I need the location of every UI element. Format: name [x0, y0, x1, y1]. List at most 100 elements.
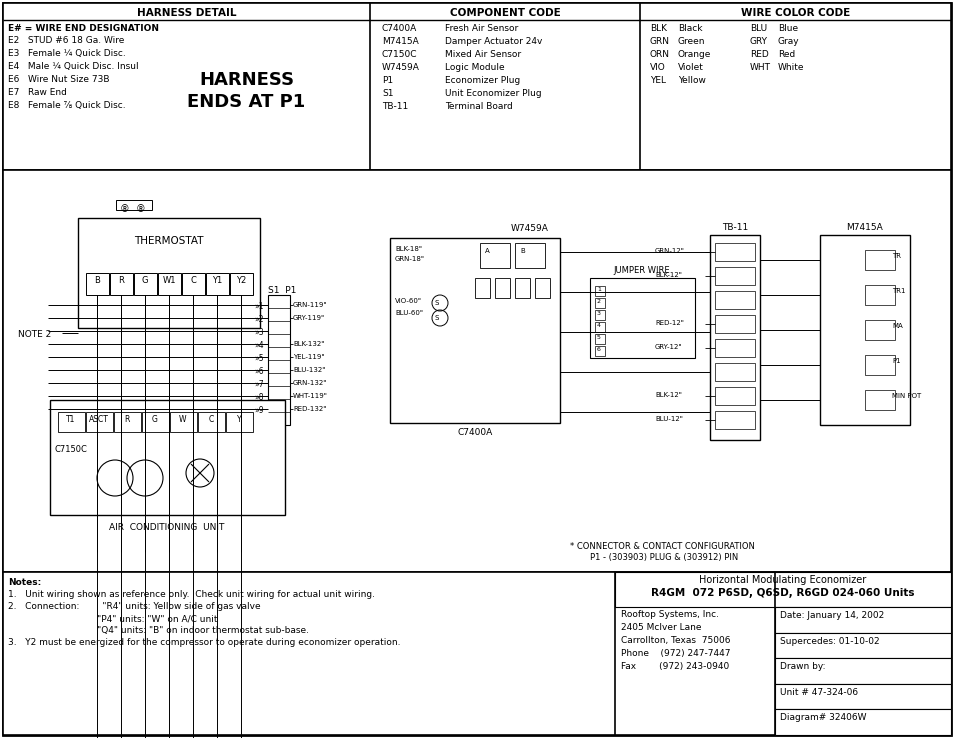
Bar: [86, 412, 112, 432]
Bar: [774, 684, 950, 709]
Text: S: S: [435, 300, 438, 306]
Bar: [226, 412, 253, 432]
Bar: [820, 235, 909, 425]
Text: GRY: GRY: [749, 37, 767, 46]
Bar: [206, 273, 229, 295]
Text: AIR  CONDITIONING  UNIT: AIR CONDITIONING UNIT: [110, 523, 225, 532]
Text: NOTE 2: NOTE 2: [18, 330, 51, 339]
Bar: [774, 607, 950, 632]
Bar: [595, 310, 604, 320]
Bar: [864, 250, 894, 270]
Text: Diagram# 32406W: Diagram# 32406W: [780, 714, 865, 723]
Text: T1: T1: [67, 415, 75, 424]
Text: GRY-119": GRY-119": [293, 315, 325, 321]
Text: R: R: [118, 276, 124, 285]
Text: G: G: [152, 415, 158, 424]
Bar: [714, 243, 754, 261]
Bar: [515, 278, 530, 298]
Text: »9: »9: [253, 406, 263, 415]
Text: »8: »8: [253, 393, 263, 402]
Text: RED-132": RED-132": [293, 406, 326, 412]
Text: Rooftop Systems, Inc.: Rooftop Systems, Inc.: [620, 610, 719, 619]
Text: »1: »1: [253, 302, 263, 311]
Bar: [475, 278, 490, 298]
Text: »6: »6: [253, 367, 263, 376]
Text: White: White: [778, 63, 803, 72]
Text: M7415A: M7415A: [381, 37, 418, 46]
Text: Supercedes: 01-10-02: Supercedes: 01-10-02: [780, 637, 879, 646]
Text: YEL-119": YEL-119": [293, 354, 324, 360]
Text: BLU-132": BLU-132": [293, 367, 325, 373]
Text: »7: »7: [253, 380, 263, 389]
Bar: [3, 170, 950, 572]
Text: BLU-12": BLU-12": [655, 416, 682, 422]
Text: M7415A: M7415A: [845, 223, 882, 232]
Bar: [595, 322, 604, 332]
Bar: [595, 346, 604, 356]
Bar: [268, 295, 290, 425]
Bar: [58, 412, 85, 432]
Text: E4   Male ¼ Quick Disc. Insul: E4 Male ¼ Quick Disc. Insul: [8, 62, 138, 71]
Text: WHT: WHT: [749, 63, 770, 72]
Bar: [158, 273, 181, 295]
Text: Terminal Board: Terminal Board: [444, 102, 512, 111]
Text: GRY-12": GRY-12": [655, 344, 681, 350]
Text: GRN-119": GRN-119": [293, 302, 327, 308]
Text: Date: January 14, 2002: Date: January 14, 2002: [780, 611, 883, 620]
Text: MA: MA: [891, 323, 902, 329]
Text: R4GM  072 P6SD, Q6SD, R6GD 024-060 Units: R4GM 072 P6SD, Q6SD, R6GD 024-060 Units: [651, 588, 914, 598]
Text: B: B: [94, 276, 100, 285]
Text: GRN-132": GRN-132": [293, 380, 327, 386]
Text: Red: Red: [778, 50, 795, 59]
Bar: [714, 339, 754, 357]
Text: BLU-60": BLU-60": [395, 310, 422, 316]
Text: COMPONENT CODE: COMPONENT CODE: [449, 8, 559, 18]
Text: Fax        (972) 243-0940: Fax (972) 243-0940: [620, 662, 728, 671]
Text: 3: 3: [597, 311, 600, 316]
Text: 1.   Unit wiring shown as reference only.  Check unit wiring for actual unit wir: 1. Unit wiring shown as reference only. …: [8, 590, 375, 599]
Text: GRN: GRN: [649, 37, 669, 46]
Text: BLK-132": BLK-132": [293, 341, 324, 347]
Bar: [78, 218, 260, 328]
Bar: [774, 658, 950, 684]
Bar: [3, 3, 950, 170]
Text: HARNESS DETAIL: HARNESS DETAIL: [136, 8, 236, 18]
Text: 2: 2: [597, 299, 600, 304]
Text: S1  P1: S1 P1: [268, 286, 296, 295]
Text: Horizontal Modulating Economizer: Horizontal Modulating Economizer: [699, 575, 865, 585]
Text: "Q4" units: "B" on indoor thermostat sub-base.: "Q4" units: "B" on indoor thermostat sub…: [8, 626, 309, 635]
Text: ®  ®: ® ®: [120, 204, 146, 214]
Bar: [86, 273, 109, 295]
Text: 3.   Y2 must be energized for the compressor to operate during economizer operat: 3. Y2 must be energized for the compress…: [8, 638, 400, 647]
Text: GRN-18": GRN-18": [395, 256, 424, 262]
Text: BLU: BLU: [749, 24, 766, 33]
Text: ENDS AT P1: ENDS AT P1: [187, 93, 305, 111]
Bar: [3, 572, 950, 735]
Text: JUMPER WIRE: JUMPER WIRE: [613, 266, 670, 275]
Text: YEL: YEL: [649, 76, 665, 85]
Bar: [113, 412, 141, 432]
Text: BLK-18": BLK-18": [395, 246, 421, 252]
Text: 2.   Connection:        "R4" units: Yellow side of gas valve: 2. Connection: "R4" units: Yellow side o…: [8, 602, 260, 611]
Bar: [142, 412, 169, 432]
Text: Fresh Air Sensor: Fresh Air Sensor: [444, 24, 517, 33]
Bar: [864, 285, 894, 305]
Text: HARNESS: HARNESS: [199, 71, 294, 89]
Text: S1: S1: [381, 89, 393, 98]
Text: »5: »5: [253, 354, 263, 363]
Bar: [714, 363, 754, 381]
Text: TB-11: TB-11: [381, 102, 408, 111]
Bar: [182, 273, 205, 295]
Text: BLK: BLK: [649, 24, 666, 33]
Text: P1: P1: [891, 358, 900, 364]
Text: ASCT: ASCT: [89, 415, 109, 424]
Text: Blue: Blue: [778, 24, 798, 33]
Bar: [714, 387, 754, 405]
Text: * CONNECTOR & CONTACT CONFIGURATION: * CONNECTOR & CONTACT CONFIGURATION: [569, 542, 754, 551]
Text: Y1: Y1: [212, 276, 222, 285]
Bar: [714, 291, 754, 309]
Bar: [390, 238, 559, 423]
Bar: [198, 412, 225, 432]
Text: C7150C: C7150C: [381, 50, 417, 59]
Text: Carrollton, Texas  75006: Carrollton, Texas 75006: [620, 636, 730, 645]
